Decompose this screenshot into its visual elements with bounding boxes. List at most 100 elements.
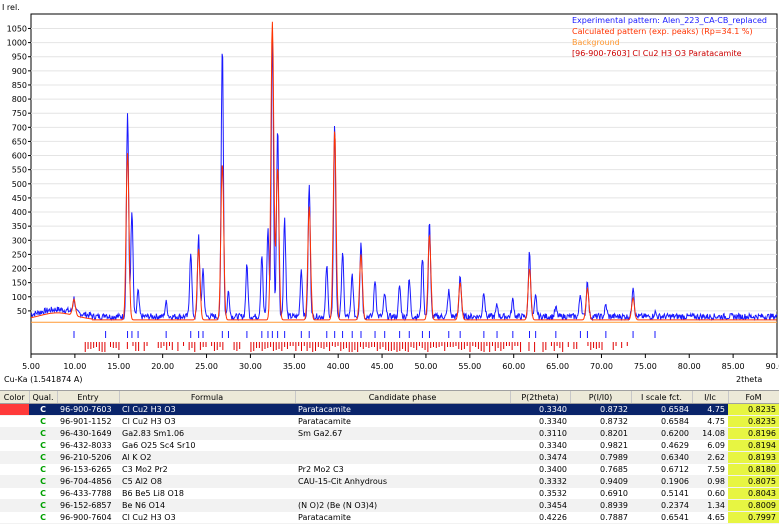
entry-cell: 96-432-8033 [57, 439, 119, 452]
formula-cell: Ga6 O25 Sc4 Sr10 [119, 439, 295, 452]
iic-cell: 0.98 [692, 475, 728, 488]
phase-cell [295, 487, 510, 500]
grid [31, 27, 777, 312]
candidate-phase-table: Color Qual. Entry Formula Candidate phase P(2… [0, 391, 779, 524]
x-tick-label: 35.00 [283, 362, 306, 371]
y-tick-label: 850 [12, 81, 27, 90]
formula-cell: C5 Al2 O8 [119, 475, 295, 488]
formula-cell: B6 Be5 Li8 O18 [119, 487, 295, 500]
legend-entry: Background [572, 38, 620, 47]
color-swatch-cell [0, 415, 29, 428]
diffraction-chart[interactable]: I rel. Cu-Ka (1.541874 A) 2theta 50 100 15… [0, 0, 779, 384]
experimental-line [30, 32, 778, 322]
column-header[interactable]: Formula [119, 391, 296, 404]
quality-cell: C [29, 487, 57, 500]
formula-cell: C3 Mo2 Pr2 [119, 463, 295, 476]
pi-cell: 0.8732 [570, 403, 631, 416]
y-tick-label: 50 [17, 307, 27, 316]
quality-cell: C [29, 427, 57, 440]
entry-cell: 96-433-7788 [57, 487, 119, 500]
quality-cell: C [29, 475, 57, 488]
y-tick-label: 150 [12, 279, 27, 288]
legend-entry: [96-900-7603] Cl Cu2 H3 O3 Paratacamite [572, 49, 742, 58]
pi-cell: 0.6910 [570, 487, 631, 500]
x-ticks: 5.00 10.00 15.00 20.00 25.00 30.00 35.00 40.00 4… [22, 354, 779, 371]
column-header[interactable]: FoM [728, 391, 779, 404]
x-tick-label: 10.00 [63, 362, 86, 371]
column-header[interactable]: I scale fct. [631, 391, 693, 404]
radiation-label: Cu-Ka (1.541874 A) [4, 375, 83, 384]
x-tick-label: 70.00 [590, 362, 613, 371]
y-tick-label: 250 [12, 250, 27, 259]
color-swatch-cell [0, 463, 29, 476]
fom-cell: 0.8075 [728, 475, 779, 488]
column-header[interactable]: Entry [57, 391, 120, 404]
y-tick-label: 1050 [7, 24, 27, 33]
column-header[interactable]: Qual. [29, 391, 58, 404]
x-tick-label: 80.00 [678, 362, 701, 371]
p2theta-cell: 0.3332 [510, 475, 570, 488]
p2theta-cell: 0.3454 [510, 499, 570, 512]
column-header[interactable]: P(I/I0) [570, 391, 632, 404]
p2theta-cell: 0.3340 [510, 415, 570, 428]
iscale-cell: 0.6200 [631, 427, 692, 440]
x-tick-label: 50.00 [414, 362, 437, 371]
fom-cell: 0.8180 [728, 463, 779, 476]
phase-cell [295, 439, 510, 452]
color-swatch-cell [0, 451, 29, 464]
color-swatch-cell [0, 427, 29, 440]
column-header[interactable]: P(2theta) [510, 391, 571, 404]
experimental-pattern [30, 32, 778, 322]
legend-entry: Experimental pattern: Alen_223_CA-CB_rep… [572, 16, 767, 25]
iic-cell: 7.59 [692, 463, 728, 476]
color-swatch [0, 404, 29, 415]
color-swatch-cell [0, 499, 29, 512]
fom-cell: 0.8043 [728, 487, 779, 500]
y-tick-label: 600 [12, 152, 27, 161]
iscale-cell: 0.1906 [631, 475, 692, 488]
formula-cell: Be N6 O14 [119, 499, 295, 512]
table-row[interactable]: C 96-210-5206 Al K O2 0.3474 0.7989 0.6340 2.6… [0, 451, 779, 464]
x-tick-label: 85.00 [722, 362, 745, 371]
table-row[interactable]: C 96-153-6265 C3 Mo2 Pr2 Pr2 Mo2 C3 0.3400 0.… [0, 463, 779, 476]
y-tick-label: 950 [12, 53, 27, 62]
x-tick-label: 30.00 [239, 362, 262, 371]
pi-cell: 0.9409 [570, 475, 631, 488]
table-row[interactable]: C 96-901-1152 Cl Cu2 H3 O3 Paratacamite 0.33… [0, 415, 779, 428]
table-row[interactable]: C 96-152-6857 Be N6 O14 (N O)2 (Be (N O3)4)… [0, 499, 779, 512]
legend-entry: Calculated pattern (exp. peaks) (Rp=34.1… [572, 27, 753, 36]
iscale-cell: 0.2374 [631, 499, 692, 512]
iic-cell: 1.34 [692, 499, 728, 512]
p2theta-cell: 0.3110 [510, 427, 570, 440]
column-header[interactable]: Candidate phase [295, 391, 511, 404]
entry-cell: 96-704-4856 [57, 475, 119, 488]
x-tick-label: 75.00 [634, 362, 657, 371]
quality-cell: C [29, 415, 57, 428]
x-tick-label: 65.00 [546, 362, 569, 371]
entry-cell: 96-152-6857 [57, 499, 119, 512]
table-row[interactable]: C 96-900-7603 Cl Cu2 H3 O3 Paratacamite 0.33… [0, 403, 779, 416]
fom-cell: 0.8235 [728, 403, 779, 416]
y-ticks: 50 100 150 200 250 300 350 400 450 500 550 600 650 70… [7, 24, 31, 316]
table-row[interactable]: C 96-432-8033 Ga6 O25 Sc4 Sr10 0.3340 0.9821… [0, 439, 779, 452]
y-tick-label: 650 [12, 137, 27, 146]
y-tick-label: 350 [12, 222, 27, 231]
y-tick-label: 300 [12, 236, 27, 245]
quality-cell: C [29, 463, 57, 476]
phase-cell: Sm Ga2.67 [295, 427, 510, 440]
formula-cell: Al K O2 [119, 451, 295, 464]
iscale-cell: 0.6584 [631, 403, 692, 416]
y-tick-label: 750 [12, 109, 27, 118]
x-tick-label: 25.00 [195, 362, 218, 371]
table-row[interactable]: C 96-704-4856 C5 Al2 O8 CAU-15-Cit Anhydrou… [0, 475, 779, 488]
y-tick-label: 700 [12, 123, 27, 132]
column-header[interactable]: I/Ic [692, 391, 729, 404]
y-tick-label: 900 [12, 67, 27, 76]
iic-cell: 2.62 [692, 451, 728, 464]
column-header[interactable]: Color [0, 391, 30, 404]
entry-cell: 96-900-7603 [57, 403, 119, 416]
table-row[interactable]: C 96-433-7788 B6 Be5 Li8 O18 0.3532 0.6910 0.… [0, 487, 779, 500]
iscale-cell: 0.5141 [631, 487, 692, 500]
table-row[interactable]: C 96-430-1649 Ga2.83 Sm1.06 Sm Ga2.67 0.3110… [0, 427, 779, 440]
x-tick-label: 60.00 [502, 362, 525, 371]
